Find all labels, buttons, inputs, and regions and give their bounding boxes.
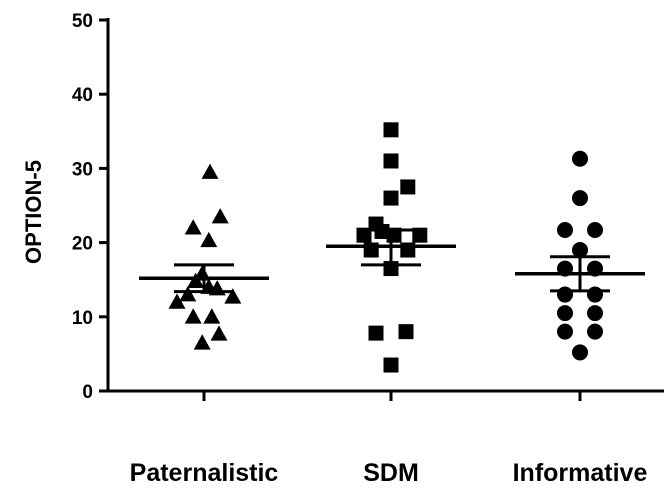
data-point-square bbox=[398, 324, 414, 340]
data-point-square bbox=[400, 179, 416, 195]
data-point-triangle bbox=[201, 163, 219, 179]
data-point-circle bbox=[587, 323, 603, 340]
chart-axes bbox=[99, 18, 664, 401]
data-point-circle bbox=[572, 344, 588, 361]
data-point-square bbox=[383, 190, 399, 206]
data-point-circle bbox=[557, 323, 573, 340]
y-tick-label: 10 bbox=[72, 308, 93, 329]
data-point-square bbox=[383, 153, 399, 169]
data-point-square bbox=[383, 357, 399, 373]
data-point-circle bbox=[557, 305, 573, 322]
chart-labels: 0 10 20 30 40 50 Paternalistic SDM Informative bbox=[72, 11, 648, 487]
data-point-circle bbox=[572, 242, 588, 259]
x-tick-label: Paternalistic bbox=[130, 459, 279, 487]
data-point-triangle bbox=[187, 272, 205, 288]
data-point-circle bbox=[587, 221, 603, 238]
y-tick-label: 20 bbox=[72, 234, 93, 255]
x-tick-label: Informative bbox=[513, 459, 648, 487]
data-point-circle bbox=[587, 286, 603, 303]
data-point-square bbox=[368, 325, 384, 341]
data-point-circle bbox=[572, 150, 588, 167]
data-point-triangle bbox=[203, 308, 221, 324]
y-axis-label: OPTION-5 bbox=[21, 160, 46, 264]
data-point-triangle bbox=[224, 288, 242, 304]
data-point-triangle bbox=[184, 308, 202, 324]
data-point-triangle bbox=[211, 208, 229, 224]
x-tick-label: SDM bbox=[363, 459, 419, 487]
data-point-triangle bbox=[168, 293, 186, 309]
data-point-triangle bbox=[179, 286, 197, 302]
y-tick-label: 50 bbox=[72, 11, 93, 32]
chart-stats bbox=[139, 228, 645, 294]
data-point-circle bbox=[557, 286, 573, 303]
y-tick-label: 40 bbox=[72, 85, 93, 106]
y-tick-label: 0 bbox=[82, 382, 93, 403]
data-point-circle bbox=[572, 190, 588, 207]
data-point-square bbox=[383, 122, 399, 138]
data-point-triangle bbox=[200, 231, 218, 248]
data-point-triangle bbox=[193, 334, 211, 350]
data-point-circle bbox=[557, 221, 573, 238]
data-point-triangle bbox=[184, 219, 202, 235]
data-point-triangle bbox=[210, 325, 228, 341]
y-tick-label: 30 bbox=[72, 159, 93, 180]
data-point-circle bbox=[587, 305, 603, 322]
